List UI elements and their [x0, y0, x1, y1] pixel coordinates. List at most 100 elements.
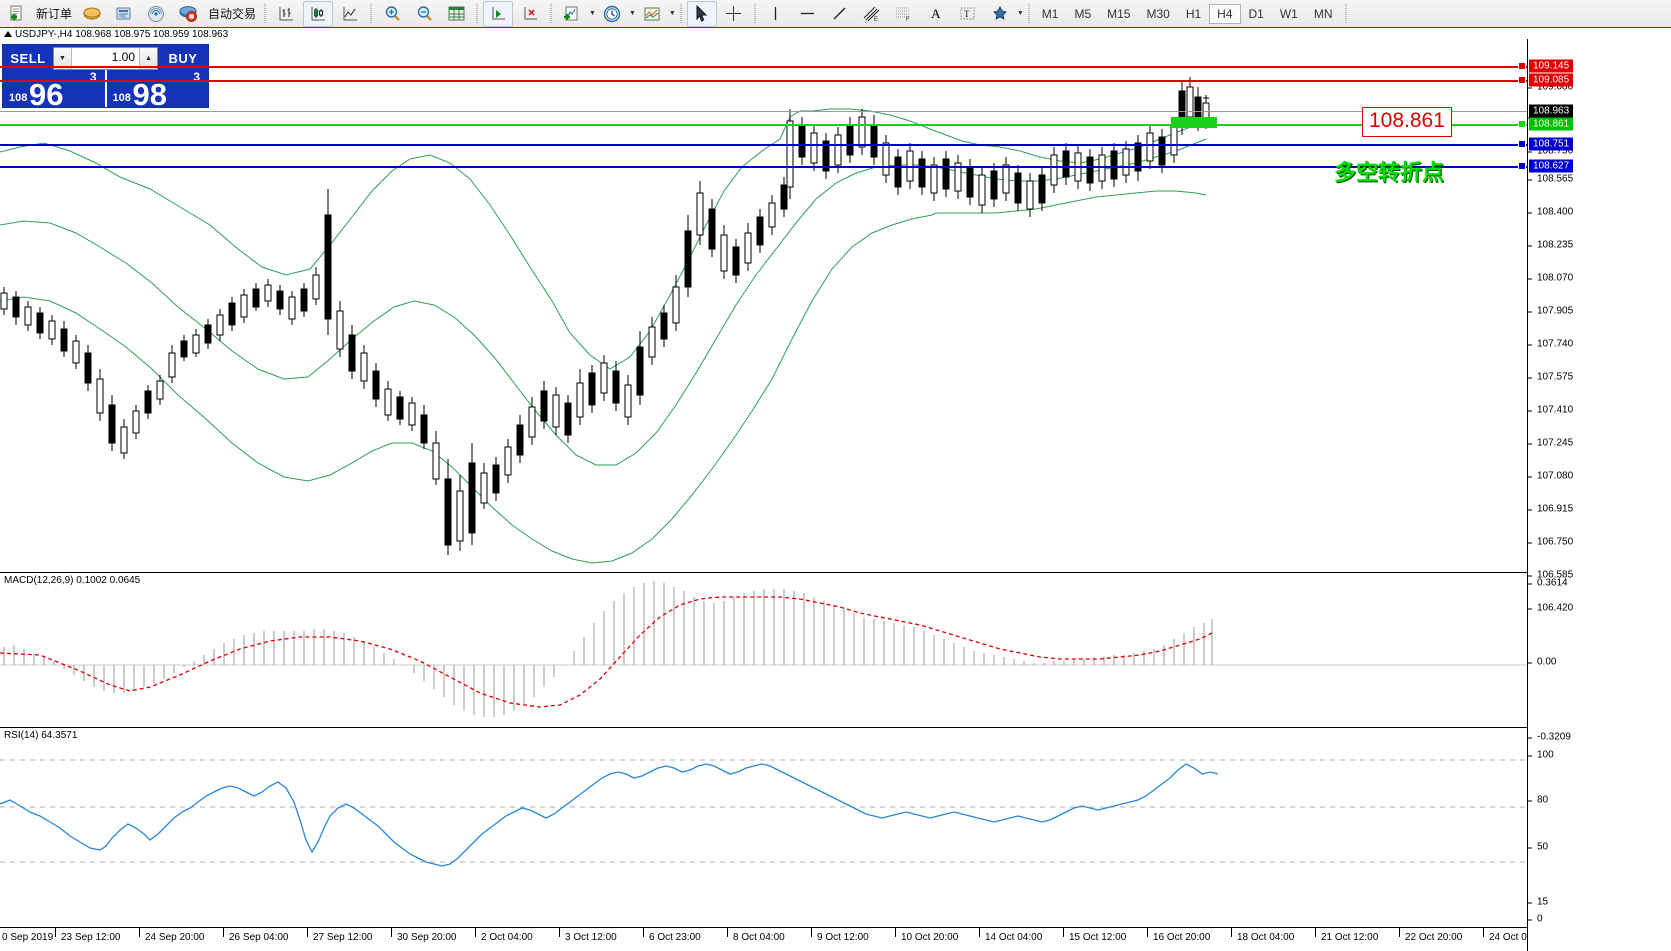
rsi-tick: 0: [1528, 914, 1543, 925]
buy-price-quote[interactable]: 108 98 3: [104, 70, 209, 110]
zoom-in-icon[interactable]: [377, 1, 407, 27]
time-label: 30 Sep 20:00: [397, 932, 457, 943]
price-level-handle[interactable]: [1518, 62, 1526, 70]
price-level-tag[interactable]: 108.627: [1529, 159, 1574, 173]
time-tick: [811, 928, 812, 937]
add-indicator-icon[interactable]: [557, 1, 587, 27]
horizontal-line-icon[interactable]: [793, 1, 823, 27]
new-order-label[interactable]: 新订单: [36, 7, 73, 21]
timeframe-m1[interactable]: M1: [1041, 6, 1059, 21]
volume-down-icon[interactable]: ▼: [54, 48, 72, 69]
sell-price-quote[interactable]: 108 96 3: [3, 70, 105, 110]
shapes-icon[interactable]: [985, 1, 1015, 27]
collapse-triangle-icon[interactable]: [4, 31, 12, 37]
price-tick: 106.585: [1528, 570, 1573, 581]
time-tick: [1231, 928, 1232, 937]
price-level-tag[interactable]: 108.861: [1529, 117, 1574, 131]
equidistant-channel-icon[interactable]: E: [857, 1, 887, 27]
price-tick: 108.235: [1528, 240, 1573, 251]
price-level-tag[interactable]: 109.085: [1529, 73, 1574, 87]
toolbar-separator: [753, 3, 756, 24]
time-tick: [475, 928, 476, 937]
one-click-trading-panel[interactable]: SELL ▼ 1.00 ▲ BUY 108 96 3 108 98 3: [2, 44, 209, 110]
chevron-down-icon[interactable]: ▼: [668, 10, 676, 17]
zoom-out-icon[interactable]: [409, 1, 439, 27]
price-level-tag[interactable]: 108.751: [1529, 137, 1574, 151]
time-tick: [979, 928, 980, 937]
period-icon[interactable]: [597, 1, 627, 27]
time-label: 26 Sep 04:00: [229, 932, 289, 943]
expert-advisors-icon[interactable]: [77, 1, 107, 27]
price-tick: 108.750: [1528, 146, 1573, 157]
price-scale[interactable]: 109.080108.895108.750108.565108.400108.2…: [1527, 39, 1671, 951]
grid-icon[interactable]: [441, 1, 471, 27]
auto-trading-label[interactable]: 自动交易: [208, 7, 257, 21]
price-level-handle[interactable]: [1518, 76, 1526, 84]
bar-chart-icon[interactable]: [271, 1, 301, 27]
text-label-icon[interactable]: T: [953, 1, 983, 27]
trendline-icon[interactable]: [825, 1, 855, 27]
price-level-line[interactable]: [0, 111, 1527, 112]
templates-icon[interactable]: [637, 1, 667, 27]
data-window-icon[interactable]: [109, 1, 139, 27]
chevron-down-icon[interactable]: ▼: [628, 10, 636, 17]
auto-scroll-icon[interactable]: [515, 1, 545, 27]
chevron-down-icon[interactable]: ▼: [1016, 10, 1024, 17]
time-label: 22 Oct 20:00: [1405, 932, 1463, 943]
price-tick: 108.070: [1528, 273, 1573, 284]
price-pane[interactable]: 108.861 多空转折点: [0, 39, 1671, 572]
chart-area[interactable]: 108.861 多空转折点 MACD(12,26,9) 0.1002 0.064…: [0, 39, 1671, 951]
timeframe-m30[interactable]: M30: [1146, 6, 1170, 21]
price-level-handle[interactable]: [1518, 140, 1526, 148]
macd-pane[interactable]: MACD(12,26,9) 0.1002 0.0645: [0, 575, 1671, 727]
price-level-handle[interactable]: [1518, 162, 1526, 170]
price-tick: 107.080: [1528, 471, 1573, 482]
volume-input[interactable]: ▼ 1.00 ▲: [53, 47, 158, 70]
toolbar-separator: [1027, 3, 1030, 24]
shift-end-icon[interactable]: [483, 0, 514, 27]
buy-button[interactable]: BUY: [168, 51, 198, 66]
timeframe-m5[interactable]: M5: [1074, 6, 1092, 21]
price-annotation-box[interactable]: 108.861: [1362, 107, 1452, 137]
price-level-line[interactable]: [0, 80, 1527, 82]
rsi-pane[interactable]: RSI(14) 64.3571: [0, 730, 1671, 927]
crosshair-icon[interactable]: [719, 1, 749, 27]
volume-up-icon[interactable]: ▲: [139, 48, 157, 69]
price-level-line[interactable]: [0, 124, 1527, 126]
chevron-down-icon[interactable]: ▼: [589, 10, 596, 17]
timeframe-w1[interactable]: W1: [1279, 6, 1298, 21]
candlestick-chart-icon[interactable]: [303, 0, 334, 27]
cursor-icon[interactable]: [686, 0, 717, 27]
time-tick: [139, 928, 140, 937]
price-level-line[interactable]: [0, 66, 1527, 68]
price-level-tag[interactable]: 108.963: [1529, 104, 1574, 118]
price-level-handle[interactable]: [1518, 120, 1526, 128]
timeframe-d1[interactable]: D1: [1248, 6, 1264, 21]
level-highlight-block: [1171, 117, 1217, 128]
chart-cursor-marker: [1203, 95, 1209, 101]
time-label: 23 Sep 12:00: [61, 932, 121, 943]
sell-button[interactable]: SELL: [10, 51, 46, 66]
symbol-info-text: USDJPY-,H4 108.968 108.975 108.959 108.9…: [15, 28, 229, 40]
auto-trading-icon[interactable]: [173, 1, 203, 27]
text-icon[interactable]: A: [931, 5, 941, 21]
time-label: 15 Oct 12:00: [1069, 932, 1127, 943]
signals-icon[interactable]: [141, 1, 171, 27]
time-scale[interactable]: 0 Sep 2019 23 Sep 12:00 24 Sep 20:00 26 Sep…: [0, 927, 1671, 951]
price-level-tag[interactable]: 109.145: [1529, 59, 1574, 73]
time-label: 0 Sep 2019: [2, 932, 54, 943]
time-label: 9 Oct 12:00: [817, 932, 869, 943]
fibonacci-icon[interactable]: F: [889, 1, 919, 27]
new-order-icon[interactable]: [1, 1, 31, 27]
timeframe-m15[interactable]: M15: [1107, 6, 1131, 21]
time-tick: [223, 928, 224, 937]
volume-value[interactable]: 1.00: [111, 50, 135, 64]
timeframe-mn[interactable]: MN: [1313, 6, 1333, 21]
vertical-line-icon[interactable]: [761, 1, 791, 27]
chart-text-annotation[interactable]: 多空转折点: [1334, 161, 1445, 186]
timeframe-h1[interactable]: H1: [1185, 6, 1202, 21]
price-level-line[interactable]: [0, 144, 1527, 146]
price-level-line[interactable]: [0, 166, 1527, 168]
line-chart-icon[interactable]: [335, 1, 365, 27]
timeframe-h4[interactable]: H4: [1209, 3, 1241, 24]
